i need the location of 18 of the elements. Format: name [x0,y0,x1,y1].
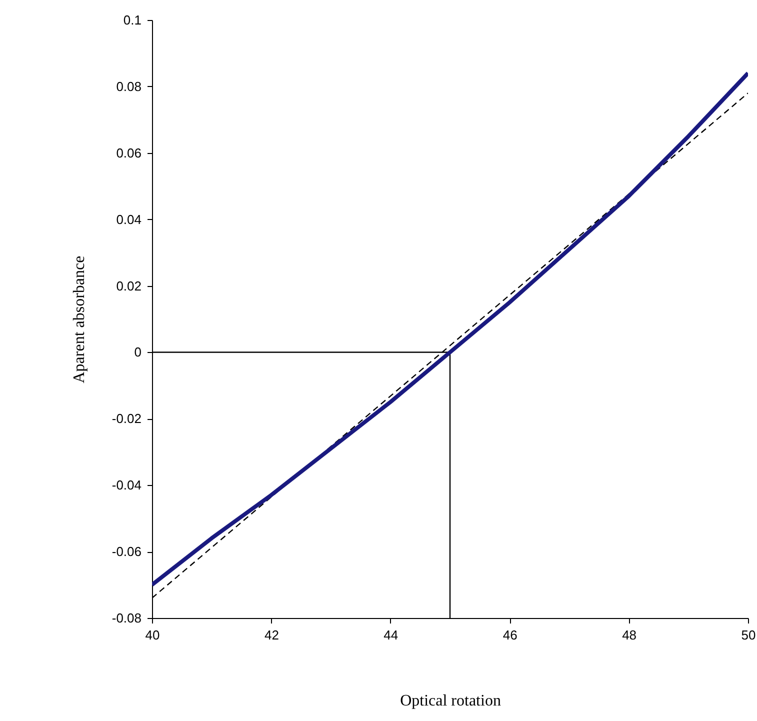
x-tick-label: 40 [145,628,160,642]
y-tick-label: 0.1 [123,12,142,28]
x-tick-label: 44 [384,628,398,642]
x-axis-title: Optical rotation [400,692,501,710]
y-tick-label: 0.02 [116,278,142,294]
x-tick-label: 46 [502,628,518,642]
y-tick-label: 0.06 [116,145,142,160]
y-tick-label: -0.04 [112,478,142,493]
y-tick-label: -0.02 [112,411,142,426]
y-tick-label: -0.06 [112,544,142,560]
y-tick-label: 0 [134,344,142,360]
y-tick-label: 0.08 [116,78,142,94]
y-axis-title: Aparent absorbance [70,256,88,384]
y-tick-label: -0.08 [112,610,142,626]
x-tick-label: 42 [264,628,279,642]
x-tick-label: 48 [622,628,637,642]
x-tick-label: 50 [741,628,756,642]
y-tick-label: 0.04 [116,212,142,227]
